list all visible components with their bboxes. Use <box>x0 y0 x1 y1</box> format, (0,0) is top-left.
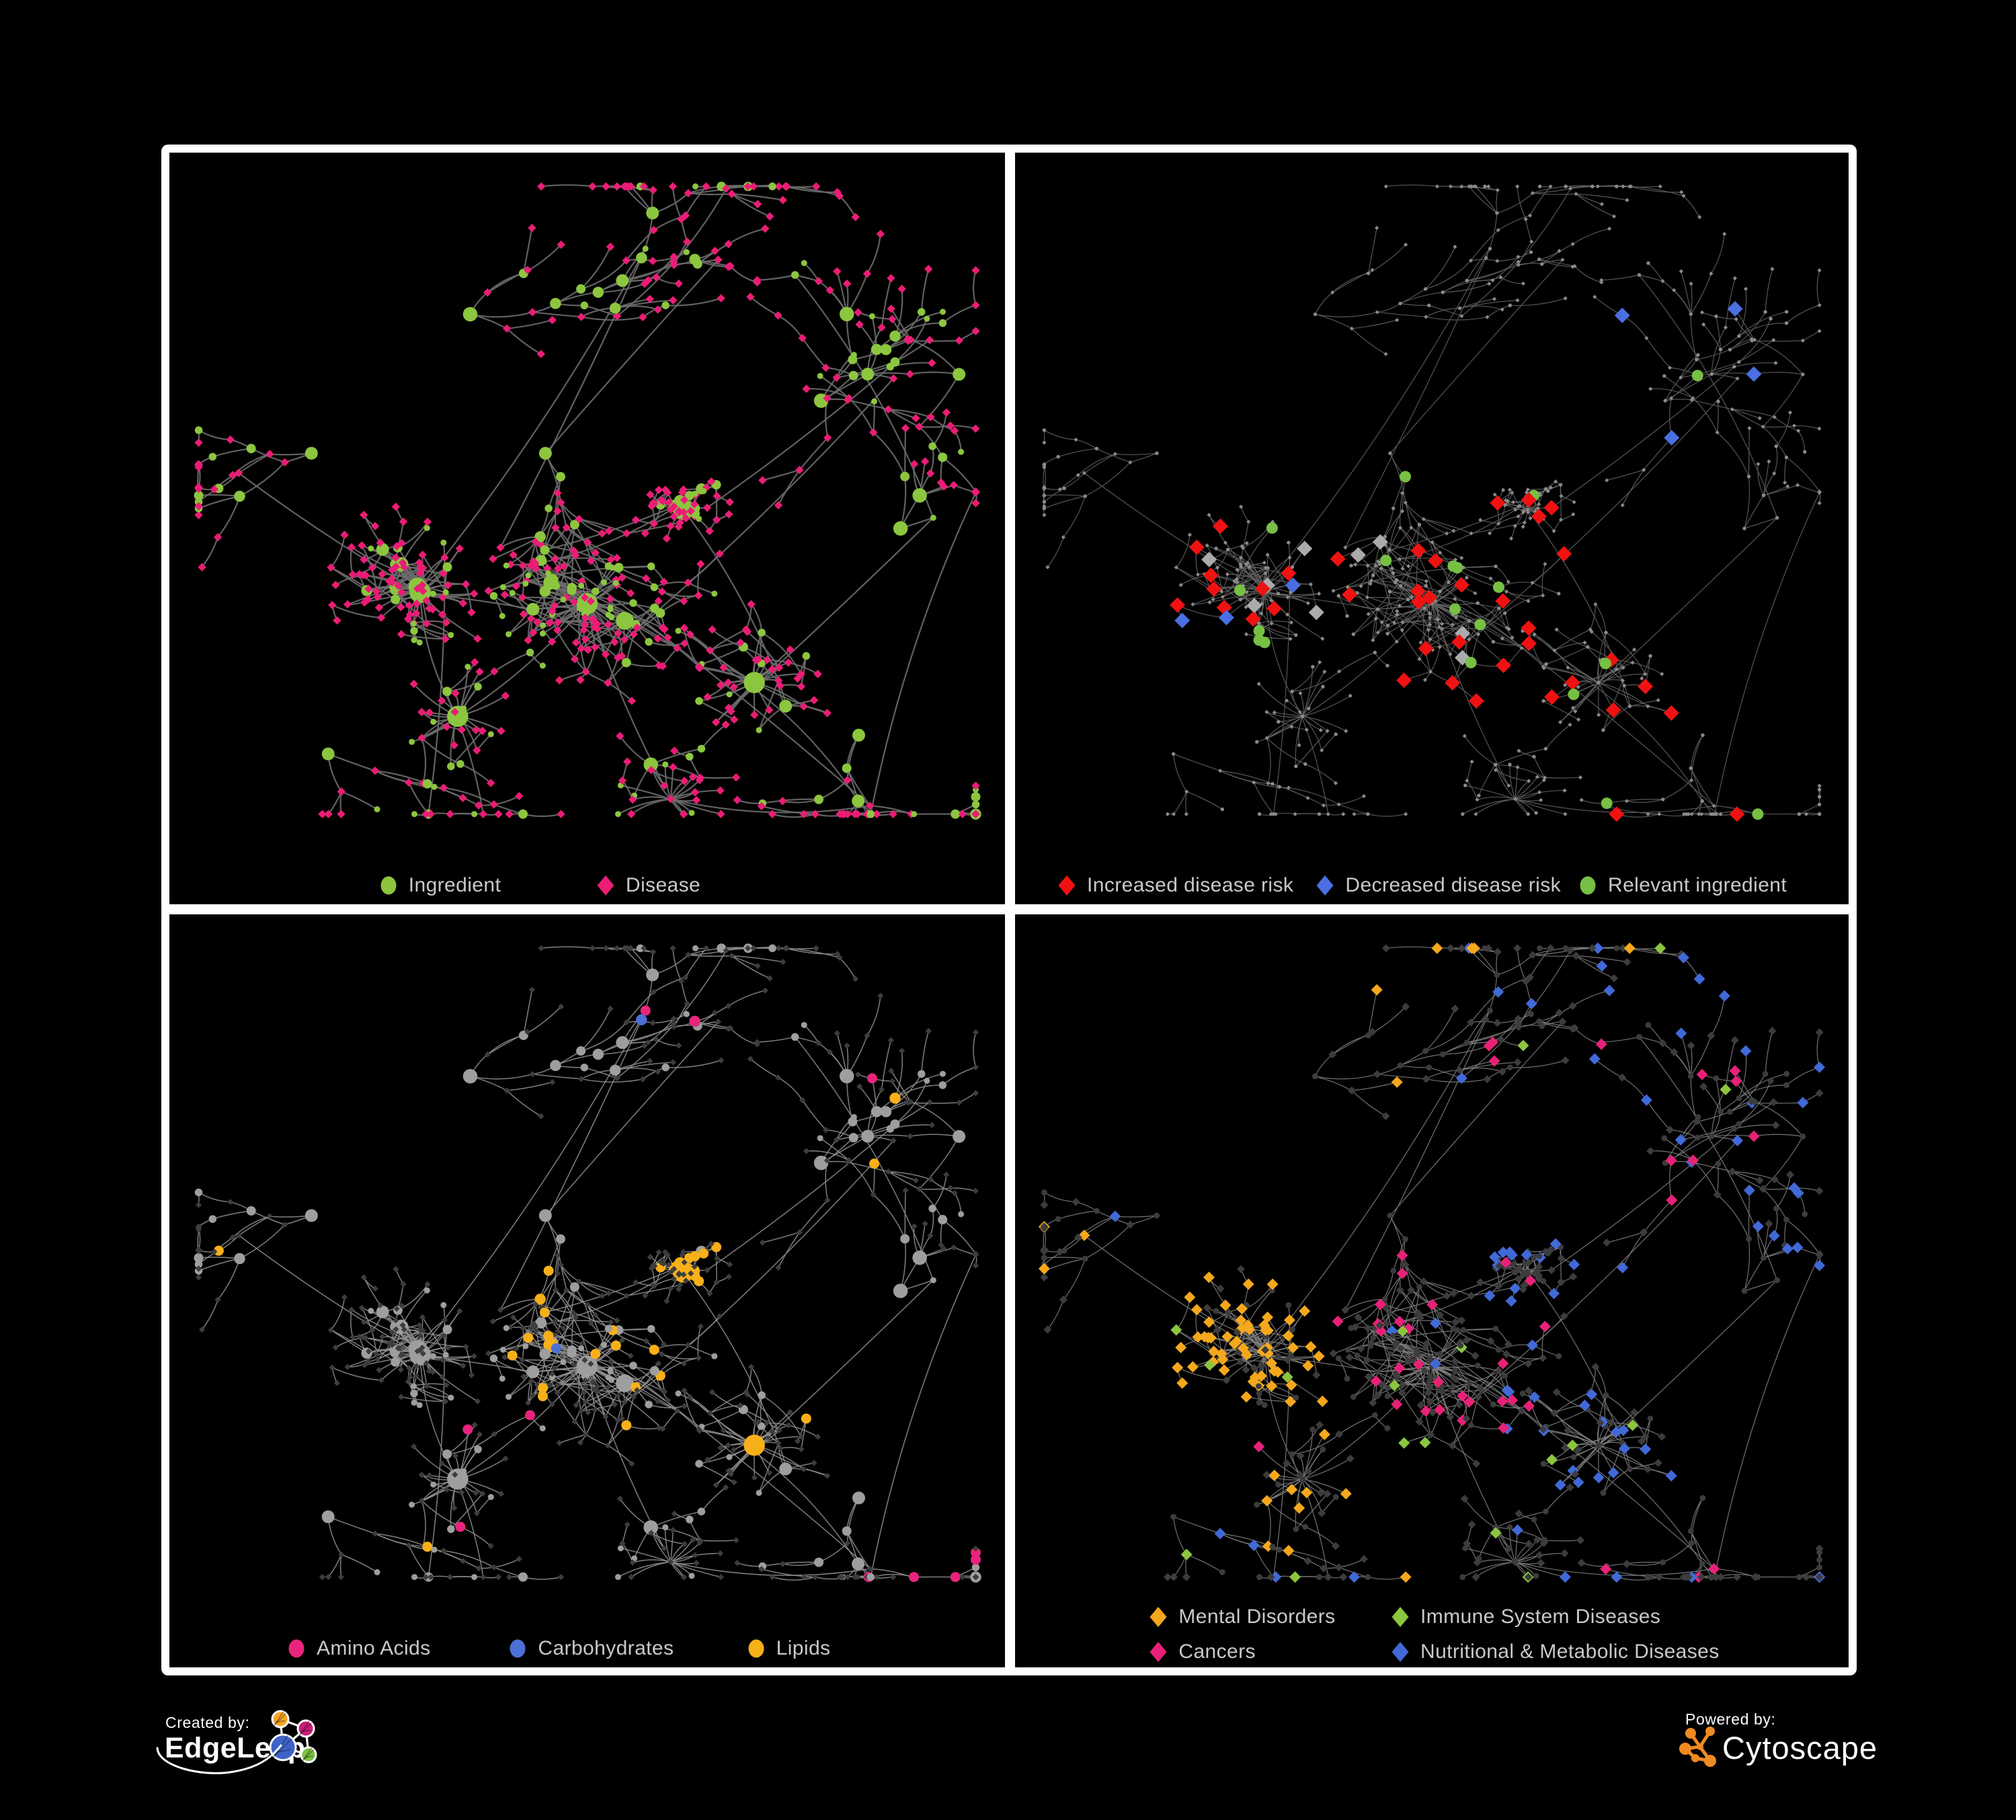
legend-item-label: Nutritional & Metabolic Diseases <box>1420 1640 1720 1663</box>
diamond-marker-icon <box>1316 875 1334 896</box>
legend-item-label: Decreased disease risk <box>1345 874 1561 897</box>
legend-item-label: Mental Disorders <box>1178 1606 1336 1628</box>
legend-item-label: Lipids <box>776 1637 831 1660</box>
diamond-marker-icon <box>1392 1641 1409 1662</box>
legend-item-label: Immune System Diseases <box>1420 1606 1661 1628</box>
circle-marker-icon <box>748 1639 764 1658</box>
edgeleap-logo-icon <box>269 1706 317 1764</box>
legend-item-label: Relevant ingredient <box>1608 874 1787 897</box>
created-by-label: Created by: <box>165 1714 250 1731</box>
powered-by-label: Powered by: <box>1685 1710 1776 1728</box>
diamond-marker-icon <box>1150 1641 1167 1662</box>
circle-marker-icon <box>1580 876 1596 895</box>
cytoscape-logo-icon <box>1679 1727 1716 1767</box>
legend-item-relevant-ingredient: Relevant ingredient <box>1578 874 1787 897</box>
diamond-marker-icon <box>1058 875 1076 896</box>
network-disease-risk <box>1042 184 1822 822</box>
diamond-marker-icon <box>1392 1607 1409 1628</box>
cytoscape-brand-name: Cytoscape <box>1722 1730 1878 1766</box>
panel-disease-risk: Increased disease risk Decreased disease … <box>1015 153 1849 904</box>
legend-item-nutritional-metabolic-diseases: Nutritional & Metabolic Diseases <box>1390 1640 1720 1663</box>
legend-item-label: Cancers <box>1178 1640 1256 1663</box>
network-disease-classes <box>1038 942 1826 1583</box>
legend-item-mental-disorders: Mental Disorders <box>1148 1606 1335 1628</box>
legend-item-increased-disease-risk: Increased disease risk <box>1057 874 1293 897</box>
legend-item-amino-acids: Amino Acids <box>286 1637 430 1660</box>
legend-item-carbohydrates: Carbohydrates <box>508 1637 674 1660</box>
diamond-marker-icon <box>1150 1607 1167 1628</box>
legend-item-cancers: Cancers <box>1148 1640 1256 1663</box>
panel-ingredient-disease: Ingredient Disease <box>169 153 1005 904</box>
circle-marker-icon <box>288 1639 305 1658</box>
legend-item-ingredient: Ingredient <box>378 874 501 897</box>
panel-disease-classes: Mental Disorders Immune System Diseases Ca… <box>1015 914 1849 1667</box>
edgeleap-swoosh-icon <box>156 1744 282 1774</box>
diamond-marker-icon <box>597 875 614 896</box>
legend-item-label: Ingredient <box>408 874 501 897</box>
legend-item-immune-system-diseases: Immune System Diseases <box>1390 1606 1660 1628</box>
legend-item-label: Disease <box>625 874 701 897</box>
circle-marker-icon <box>380 876 397 895</box>
legend-item-label: Carbohydrates <box>538 1637 674 1660</box>
panel-nutrient-classes: Amino Acids Carbohydrates Lipids <box>169 914 1005 1667</box>
circle-marker-icon <box>510 1639 526 1658</box>
legend-item-lipids: Lipids <box>746 1637 831 1660</box>
legend-item-disease: Disease <box>596 874 700 897</box>
legend-item-label: Amino Acids <box>317 1637 431 1660</box>
legend-item-label: Increased disease risk <box>1087 874 1294 897</box>
legend-item-decreased-disease-risk: Decreased disease risk <box>1315 874 1561 897</box>
network-ingredient-disease <box>194 182 981 820</box>
network-nutrient-classes <box>194 943 981 1583</box>
